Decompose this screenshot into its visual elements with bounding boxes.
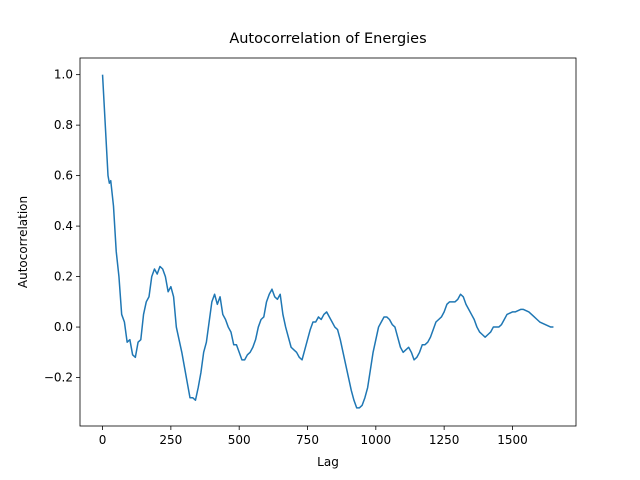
x-tick-label: 1000 xyxy=(361,433,392,447)
data-line xyxy=(101,74,554,409)
y-tick-label: 1.0 xyxy=(54,68,73,82)
axes-frame xyxy=(79,57,577,427)
x-tick-label: 1500 xyxy=(497,433,528,447)
y-tick-label: 0.0 xyxy=(54,320,73,334)
y-axis-label: Autocorrelation xyxy=(16,196,30,288)
y-tick-label: 0.6 xyxy=(54,169,73,183)
chart-title: Autocorrelation of Energies xyxy=(229,31,426,47)
x-tick-label: 500 xyxy=(228,433,251,447)
x-axis-label: Lag xyxy=(317,455,339,469)
x-tick-label: 250 xyxy=(159,433,182,447)
y-tick-label: 0.4 xyxy=(54,219,73,233)
x-tick-label: 1250 xyxy=(429,433,460,447)
x-tick-label: 0 xyxy=(99,433,107,447)
y-tick-label: 0.8 xyxy=(54,118,73,132)
y-tick-label: −0.2 xyxy=(44,371,73,385)
y-tick-label: 0.2 xyxy=(54,270,73,284)
x-tick-label: 750 xyxy=(296,433,319,447)
